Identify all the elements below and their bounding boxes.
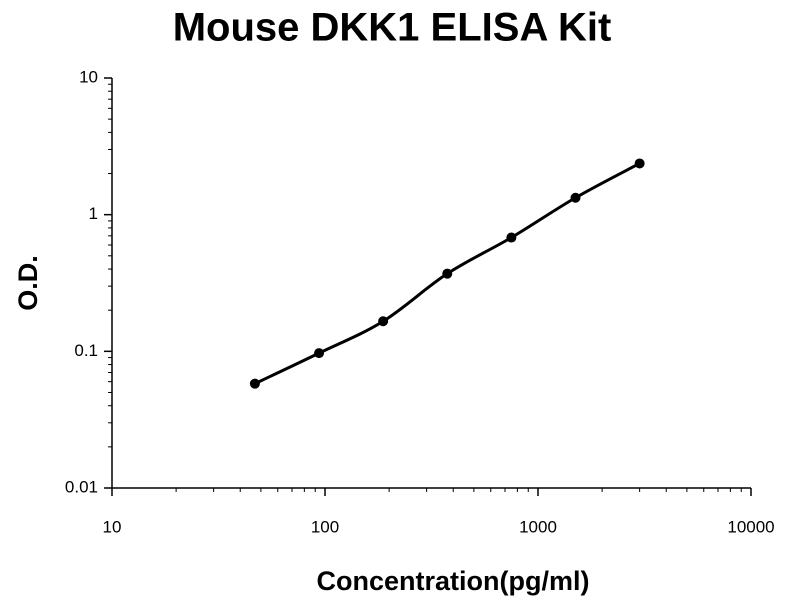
x-tick-label: 100 — [311, 517, 339, 536]
data-point — [570, 192, 581, 203]
x-axis-label: Concentration(pg/ml) — [317, 566, 590, 596]
data-point — [249, 378, 260, 389]
x-tick-label: 1000 — [519, 517, 557, 536]
chart-title: Mouse DKK1 ELISA Kit — [173, 6, 612, 50]
x-tick-label: 10000 — [727, 517, 774, 536]
data-point — [442, 268, 453, 279]
y-axis-label: O.D. — [13, 255, 43, 311]
data-point — [314, 348, 325, 359]
data-point — [506, 232, 517, 243]
x-tick-label: 10 — [103, 517, 122, 536]
y-tick-label: 1 — [89, 204, 98, 223]
y-tick-label: 0.01 — [65, 477, 98, 496]
y-tick-label: 0.1 — [74, 341, 98, 360]
data-point — [378, 316, 389, 327]
y-tick-label: 10 — [79, 67, 98, 86]
data-point — [634, 158, 645, 169]
